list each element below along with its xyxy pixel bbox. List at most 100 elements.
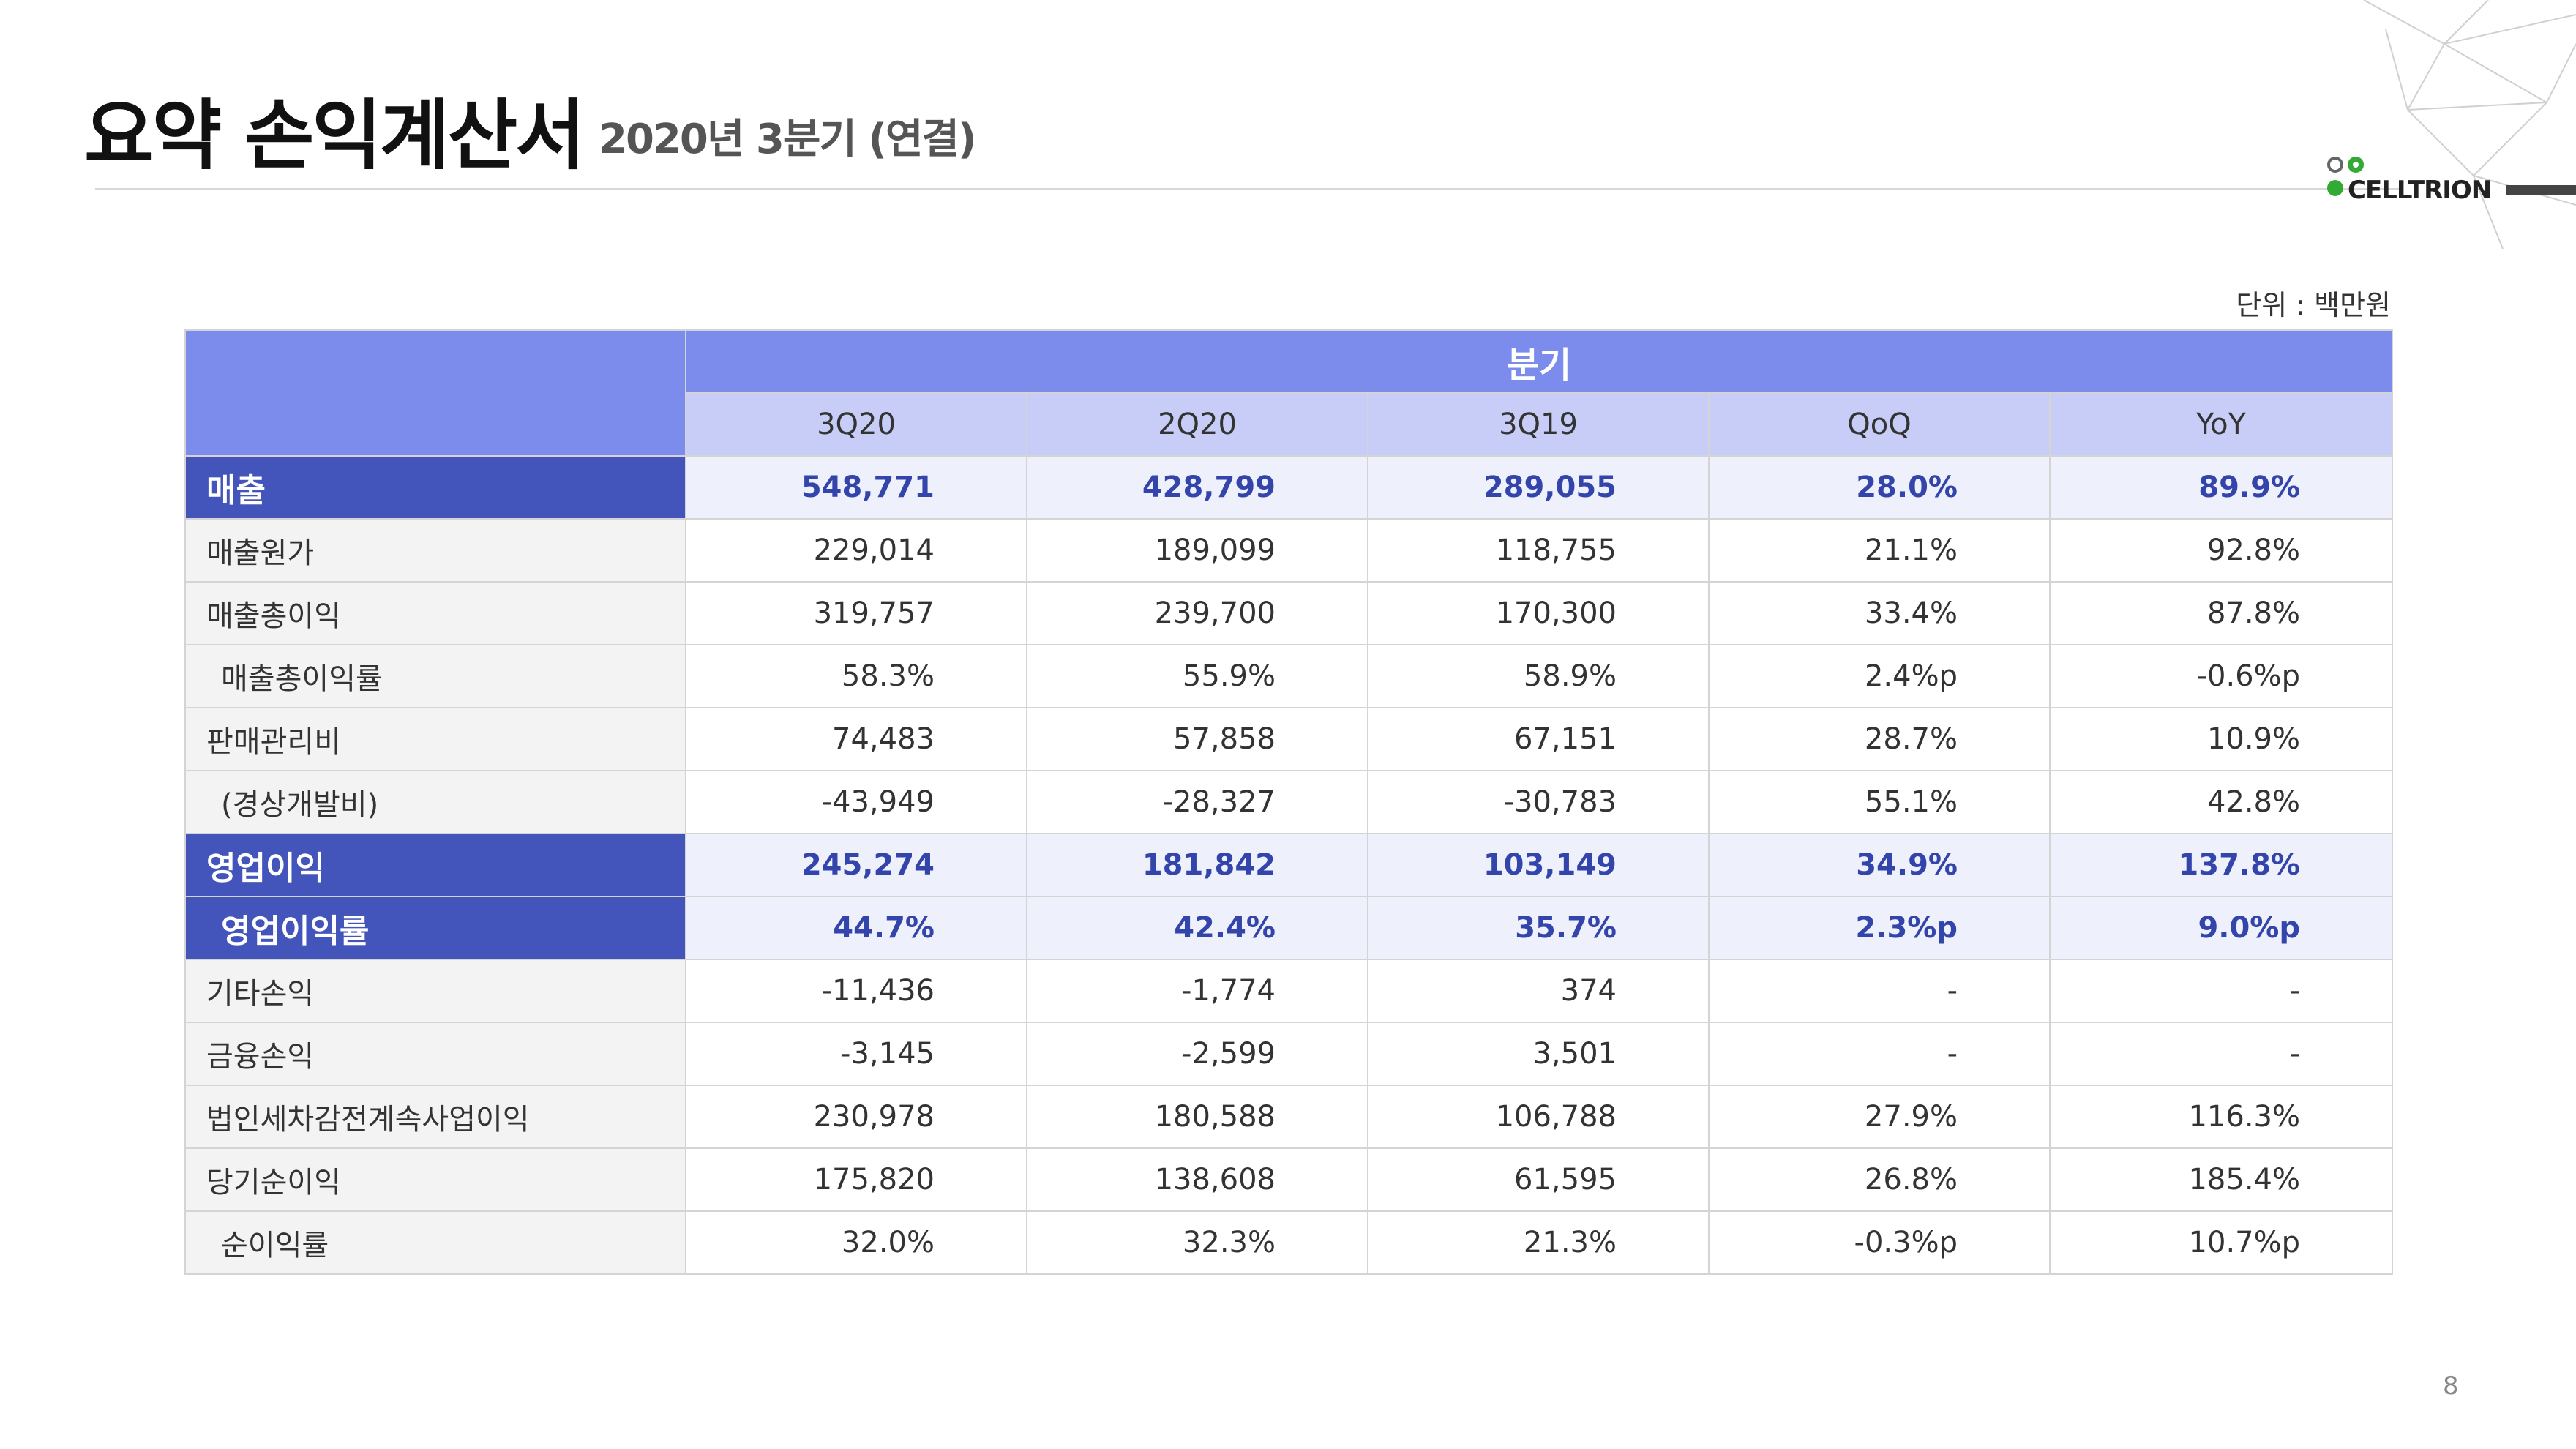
cell: 245,274 [685, 833, 1027, 897]
page-number: 8 [2443, 1371, 2459, 1401]
cell: 106,788 [1367, 1085, 1710, 1149]
cell: 9.0%p [2048, 896, 2394, 960]
cell: 27.9% [1708, 1085, 2051, 1149]
cell: 138,608 [1026, 1147, 1368, 1212]
row-label: (경상개발비) [184, 770, 686, 834]
cell: 58.3% [685, 644, 1027, 708]
cell: -2,599 [1026, 1022, 1368, 1086]
cell: 374 [1367, 959, 1710, 1023]
cell: 74,483 [685, 707, 1027, 771]
cell: 35.7% [1367, 896, 1710, 960]
cell: 10.7%p [2048, 1210, 2394, 1275]
header-quarter-group: 분기 [684, 329, 2394, 394]
cell: 10.9% [2048, 707, 2394, 771]
cell: 28.0% [1708, 455, 2051, 520]
table-row: 영업이익 245,274 181,842 103,149 34.9% 137.8… [184, 833, 2394, 897]
table-row: 법인세차감전계속사업이익 230,978 180,588 106,788 27.… [184, 1085, 2394, 1149]
title-divider [95, 188, 2400, 190]
cell: 32.0% [685, 1210, 1027, 1275]
page-title: 요약 손익계산서 [84, 91, 585, 180]
logo-dots-icon [2326, 155, 2370, 206]
cell: 55.9% [1026, 644, 1368, 708]
income-statement-table: 분기 3Q20 2Q20 3Q19 QoQ YoY 매출 548,771 428… [184, 329, 2394, 1275]
cell: 229,014 [685, 518, 1027, 583]
cell: - [1708, 1022, 2051, 1086]
cell: -0.6%p [2048, 644, 2394, 708]
cell: 181,842 [1026, 833, 1368, 897]
row-label: 영업이익률 [184, 896, 686, 960]
cell: -43,949 [685, 770, 1027, 834]
table-row: 매출총이익 319,757 239,700 170,300 33.4% 87.8… [184, 581, 2394, 645]
cell: 44.7% [685, 896, 1027, 960]
cell: 33.4% [1708, 581, 2051, 645]
cell: -11,436 [685, 959, 1027, 1023]
cell: 137.8% [2048, 833, 2394, 897]
table-row: 당기순이익 175,820 138,608 61,595 26.8% 185.4… [184, 1147, 2394, 1212]
table-column-row: 3Q20 2Q20 3Q19 QoQ YoY [185, 392, 2394, 457]
cell: -30,783 [1367, 770, 1710, 834]
cell: 319,757 [685, 581, 1027, 645]
cell: -0.3%p [1708, 1210, 2051, 1275]
cell: 103,149 [1367, 833, 1710, 897]
header-corner [184, 329, 686, 457]
cell: 428,799 [1026, 455, 1368, 520]
table-row: 매출총이익률 58.3% 55.9% 58.9% 2.4%p -0.6%p [184, 644, 2394, 708]
table-row: 순이익률 32.0% 32.3% 21.3% -0.3%p 10.7%p [184, 1210, 2394, 1275]
cell: 92.8% [2048, 518, 2394, 583]
row-label: 기타손익 [184, 959, 686, 1023]
cell: 180,588 [1026, 1085, 1368, 1149]
cell: 189,099 [1026, 518, 1368, 583]
cell: 89.9% [2048, 455, 2394, 520]
table-row: 판매관리비 74,483 57,858 67,151 28.7% 10.9% [184, 707, 2394, 771]
cell: 21.1% [1708, 518, 2051, 583]
cell: 175,820 [685, 1147, 1027, 1212]
cell: 58.9% [1367, 644, 1710, 708]
cell: - [2048, 959, 2394, 1023]
cell: 170,300 [1367, 581, 1710, 645]
cell: 67,151 [1367, 707, 1710, 771]
cell: 185.4% [2048, 1147, 2394, 1212]
column-header: YoY [2048, 392, 2394, 457]
cell: 26.8% [1708, 1147, 2051, 1212]
cell: 42.4% [1026, 896, 1368, 960]
row-label: 영업이익 [184, 833, 686, 897]
cell: 3,501 [1367, 1022, 1710, 1086]
row-label: 순이익률 [184, 1210, 686, 1275]
cell: 2.4%p [1708, 644, 2051, 708]
row-label: 매출총이익률 [184, 644, 686, 708]
cell: 32.3% [1026, 1210, 1368, 1275]
row-label: 당기순이익 [184, 1147, 686, 1212]
row-label: 법인세차감전계속사업이익 [184, 1085, 686, 1149]
table-header-row: 분기 [184, 329, 2394, 457]
table-row: 기타손익 -11,436 -1,774 374 - - [184, 959, 2394, 1023]
logo-bar [2506, 185, 2576, 195]
page-subtitle: 2020년 3분기 (연결) [599, 116, 977, 163]
cell: 230,978 [685, 1085, 1027, 1149]
row-label: 판매관리비 [184, 707, 686, 771]
cell: 34.9% [1708, 833, 2051, 897]
logo-wordmark: CELLTRION [2348, 176, 2492, 205]
cell: 87.8% [2048, 581, 2394, 645]
cell: 118,755 [1367, 518, 1710, 583]
cell: 2.3%p [1708, 896, 2051, 960]
row-label: 매출총이익 [184, 581, 686, 645]
cell: 28.7% [1708, 707, 2051, 771]
cell: - [1708, 959, 2051, 1023]
cell: 289,055 [1367, 455, 1710, 520]
cell: -3,145 [685, 1022, 1027, 1086]
cell: 61,595 [1367, 1147, 1710, 1212]
column-header: QoQ [1708, 392, 2051, 457]
celltrion-logo: CELLTRION [2326, 155, 2505, 206]
unit-label: 단위 : 백만원 [2236, 289, 2391, 321]
table-row: 영업이익률 44.7% 42.4% 35.7% 2.3%p 9.0%p [184, 896, 2394, 960]
column-header: 2Q20 [1026, 392, 1368, 457]
geometric-decoration [2363, 0, 2576, 250]
cell: 57,858 [1026, 707, 1368, 771]
cell: - [2048, 1022, 2394, 1086]
cell: 239,700 [1026, 581, 1368, 645]
row-label: 매출 [184, 455, 686, 520]
cell: 548,771 [685, 455, 1027, 520]
table-row: 매출원가 229,014 189,099 118,755 21.1% 92.8% [184, 518, 2394, 583]
cell: 55.1% [1708, 770, 2051, 834]
column-header: 3Q20 [685, 392, 1027, 457]
